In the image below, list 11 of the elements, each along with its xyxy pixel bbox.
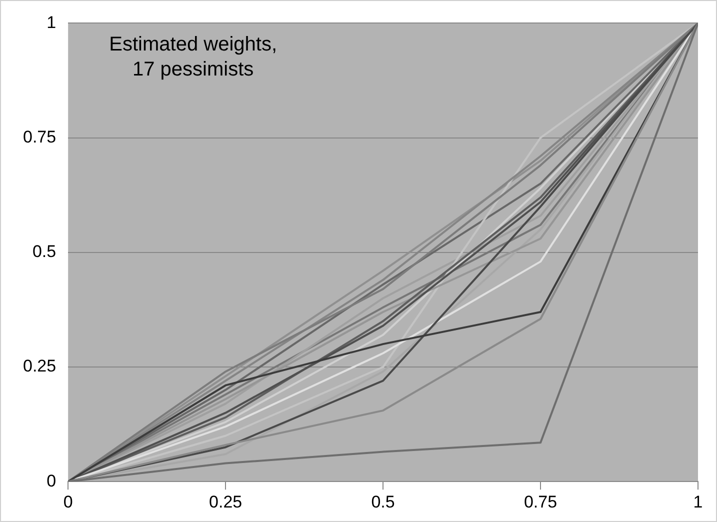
text: Estimated weights, 17 pessimists	[109, 34, 278, 81]
y-tick-label: 0.25	[22, 356, 56, 376]
x-tick-label: 0.75	[524, 492, 558, 512]
y-tick-label: 1	[46, 12, 56, 32]
x-tick-label: 1	[693, 492, 703, 512]
y-tick-label: 0.5	[32, 242, 56, 262]
x-tick-label: 0	[63, 492, 73, 512]
x-tick-label: 0.5	[371, 492, 395, 512]
y-tick-label: 0	[46, 471, 56, 490]
y-tick-label: 0.75	[22, 127, 56, 146]
x-tick-label: 0.25	[209, 492, 242, 512]
